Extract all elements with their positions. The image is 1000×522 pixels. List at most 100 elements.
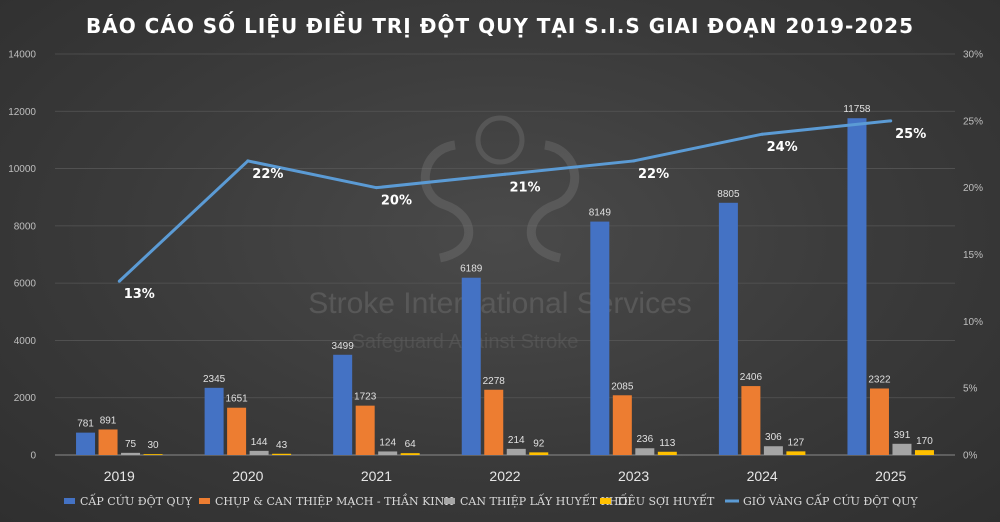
x-axis: 2019 2020 2021 2022 2023 2024 2025 bbox=[55, 454, 955, 484]
line-value-label: 25% bbox=[895, 127, 926, 142]
legend-label: CAN THIỆP LẤY HUYẾT KHỐI bbox=[460, 493, 632, 508]
legend: CẤP CỨU ĐỘT QUỴ CHỤP & CAN THIỆP MẠCH - T… bbox=[64, 493, 918, 508]
y-tick-label: 8000 bbox=[14, 221, 37, 232]
bar bbox=[76, 432, 96, 455]
line-value-label: 24% bbox=[767, 140, 798, 155]
x-tick-label: 2023 bbox=[618, 468, 649, 484]
line-point bbox=[374, 186, 378, 190]
y-tick-label: 12000 bbox=[8, 107, 36, 118]
bar bbox=[914, 450, 934, 455]
x-tick-label: 2019 bbox=[104, 468, 135, 484]
bar-value-label: 2406 bbox=[740, 372, 763, 383]
bar bbox=[590, 221, 610, 455]
bar bbox=[227, 407, 247, 455]
chart-title: BÁO CÁO SỐ LIỆU ĐIỀU TRỊ ĐỘT QUỴ TẠI S.I… bbox=[86, 12, 914, 38]
y2-tick-label: 10% bbox=[963, 317, 983, 328]
y2-tick-label: 15% bbox=[963, 250, 983, 261]
x-tick-label: 2024 bbox=[747, 468, 778, 484]
legend-swatch bbox=[600, 498, 611, 504]
y-tick-label: 6000 bbox=[14, 279, 37, 290]
bar-value-label: 1651 bbox=[225, 394, 248, 405]
bar bbox=[461, 277, 481, 455]
y-tick-label: 0 bbox=[30, 451, 36, 462]
x-tick-label: 2022 bbox=[489, 468, 520, 484]
y2-tick-label: 0% bbox=[963, 451, 978, 462]
bar bbox=[355, 405, 375, 455]
legend-label: CẤP CỨU ĐỘT QUỴ bbox=[80, 493, 193, 508]
bar-value-label: 30 bbox=[147, 440, 159, 451]
bar-value-label: 3499 bbox=[332, 341, 355, 352]
bar-value-label: 781 bbox=[77, 419, 94, 430]
line-point bbox=[889, 119, 893, 123]
y-axis-secondary: 0% 5% 10% 15% 20% 25% 30% bbox=[963, 50, 983, 462]
bar-value-label: 64 bbox=[405, 439, 417, 450]
legend-swatch bbox=[444, 498, 455, 504]
bar-value-label: 2345 bbox=[203, 374, 226, 385]
bar-value-label: 891 bbox=[100, 415, 117, 426]
bar-value-label: 144 bbox=[251, 437, 268, 448]
line-point bbox=[503, 172, 507, 176]
gridlines bbox=[55, 53, 955, 456]
line-value-label: 22% bbox=[638, 167, 669, 182]
x-tick-label: 2021 bbox=[361, 468, 392, 484]
legend-label: GIỜ VÀNG CẤP CỨU ĐỘT QUỴ bbox=[743, 493, 918, 508]
line-point bbox=[117, 279, 121, 283]
y-axis-primary: 0 2000 4000 6000 8000 10000 12000 14000 bbox=[8, 50, 36, 462]
bar bbox=[657, 451, 677, 455]
bar-value-label: 2322 bbox=[868, 374, 891, 385]
bar bbox=[718, 202, 738, 455]
watermark: Stroke International Services Safeguard … bbox=[308, 115, 692, 353]
bar-value-label: 214 bbox=[508, 435, 525, 446]
y2-tick-label: 20% bbox=[963, 183, 983, 194]
bar bbox=[378, 451, 398, 455]
legend-label: TIÊU SỢI HUYẾT bbox=[616, 493, 715, 508]
bar bbox=[249, 450, 269, 455]
bar-value-label: 11758 bbox=[843, 104, 871, 115]
bar-value-label: 2278 bbox=[483, 376, 506, 387]
x-tick-label: 2025 bbox=[875, 468, 906, 484]
bar-value-label: 127 bbox=[788, 437, 805, 448]
bar bbox=[143, 454, 163, 455]
bar-series bbox=[76, 118, 934, 455]
bar bbox=[506, 448, 526, 455]
watermark-logo bbox=[420, 115, 580, 263]
bar-value-label: 8805 bbox=[717, 189, 740, 200]
bar-value-label: 113 bbox=[659, 438, 675, 449]
y-tick-label: 10000 bbox=[8, 164, 36, 175]
bar bbox=[892, 443, 912, 455]
bar bbox=[869, 388, 889, 455]
legend-label: CHỤP & CAN THIỆP MẠCH - THẦN KINH bbox=[215, 493, 454, 508]
bar-value-label: 124 bbox=[379, 437, 396, 448]
bar-value-label: 8149 bbox=[589, 208, 612, 219]
y-tick-label: 4000 bbox=[14, 336, 37, 347]
bar-value-label: 43 bbox=[276, 440, 288, 451]
bar-value-label: 75 bbox=[125, 439, 137, 450]
bar bbox=[98, 429, 118, 455]
y2-tick-label: 30% bbox=[963, 50, 983, 61]
bar-value-label: 236 bbox=[636, 434, 653, 445]
line-point bbox=[760, 132, 764, 136]
bar bbox=[612, 395, 632, 455]
bar-value-label: 391 bbox=[894, 430, 911, 441]
bar-value-label: 6189 bbox=[460, 264, 483, 275]
line-value-label: 22% bbox=[252, 167, 283, 182]
bar-value-label: 170 bbox=[916, 436, 933, 447]
data-labels: 781 2345 3499 6189 8149 8805 11758 891 1651 1723 2… bbox=[77, 104, 933, 451]
bar-value-label: 306 bbox=[765, 432, 782, 443]
legend-swatch bbox=[64, 498, 75, 504]
bar-value-label: 2085 bbox=[611, 381, 634, 392]
line-series bbox=[117, 119, 893, 283]
y-tick-label: 14000 bbox=[8, 50, 36, 61]
legend-swatch bbox=[199, 498, 210, 504]
line-value-label: 20% bbox=[381, 194, 412, 209]
bar bbox=[204, 387, 224, 455]
line-value-label: 21% bbox=[509, 180, 540, 195]
bar bbox=[635, 448, 655, 455]
bar bbox=[333, 354, 353, 455]
y-tick-label: 2000 bbox=[14, 393, 37, 404]
bar bbox=[484, 389, 504, 455]
bar bbox=[400, 453, 420, 455]
bar bbox=[529, 452, 549, 455]
bar bbox=[272, 453, 292, 455]
